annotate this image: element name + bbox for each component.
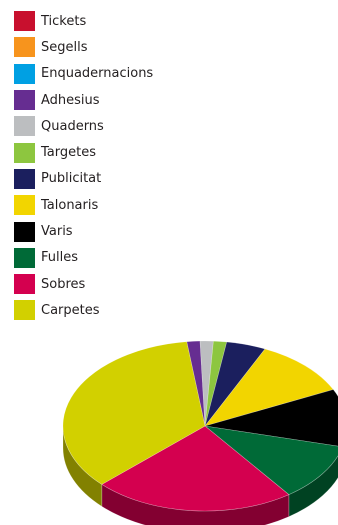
legend-label: Carpetes	[41, 302, 100, 318]
legend-swatch	[14, 90, 35, 111]
legend-swatch	[14, 221, 35, 242]
pie-slice	[204, 340, 228, 427]
pie-slice	[186, 340, 206, 427]
legend-swatch	[14, 168, 35, 189]
legend-label: Tickets	[41, 13, 87, 29]
pie-chart	[62, 340, 338, 525]
pie-slice	[204, 348, 334, 427]
pie-slice	[203, 425, 338, 495]
chart-legend: Tickets Segells Enquadernacions Adhesius Qua…	[14, 8, 153, 324]
legend-swatch	[14, 142, 35, 163]
legend-item: Quaderns	[14, 113, 153, 139]
legend-item: Segells	[14, 34, 153, 60]
legend-swatch	[14, 195, 35, 216]
legend-item: Sobres	[14, 271, 153, 297]
legend-swatch	[14, 300, 35, 321]
legend-label: Varis	[41, 224, 73, 240]
legend-swatch	[14, 247, 35, 268]
legend-label: Fulles	[41, 250, 79, 266]
legend-item: Fulles	[14, 245, 153, 271]
pie-slice	[62, 341, 206, 485]
pie-slice	[199, 340, 214, 427]
legend-item: Talonaris	[14, 192, 153, 218]
legend-swatch	[14, 11, 35, 32]
pie-slice	[204, 389, 338, 447]
legend-label: Targetes	[41, 145, 96, 161]
legend-item: Enquadernacions	[14, 61, 153, 87]
legend-swatch	[14, 63, 35, 84]
legend-item: Publicitat	[14, 166, 153, 192]
legend-swatch	[14, 116, 35, 137]
legend-item: Tickets	[14, 8, 153, 34]
legend-swatch	[14, 37, 35, 58]
legend-label: Segells	[41, 39, 88, 55]
legend-label: Talonaris	[41, 197, 99, 213]
legend-label: Sobres	[41, 276, 86, 292]
legend-item: Carpetes	[14, 297, 153, 323]
legend-swatch	[14, 274, 35, 295]
legend-item: Varis	[14, 218, 153, 244]
legend-label: Quaderns	[41, 118, 104, 134]
pie-slice	[101, 425, 290, 512]
legend-label: Publicitat	[41, 171, 102, 187]
legend-item: Adhesius	[14, 87, 153, 113]
pie-slice	[204, 341, 266, 427]
legend-item: Targetes	[14, 139, 153, 165]
legend-label: Enquadernacions	[41, 66, 154, 82]
legend-label: Adhesius	[41, 92, 100, 108]
